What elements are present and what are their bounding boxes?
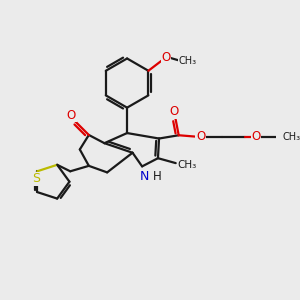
Text: S: S: [32, 172, 40, 185]
Text: CH₃: CH₃: [178, 160, 197, 170]
Text: CH₃: CH₃: [179, 56, 197, 66]
Text: N: N: [140, 170, 149, 183]
Text: O: O: [161, 51, 171, 64]
Text: CH₃: CH₃: [282, 132, 300, 142]
Text: O: O: [67, 109, 76, 122]
Text: H: H: [153, 170, 161, 183]
Text: O: O: [251, 130, 260, 142]
Text: O: O: [196, 130, 205, 142]
Text: O: O: [169, 105, 179, 118]
